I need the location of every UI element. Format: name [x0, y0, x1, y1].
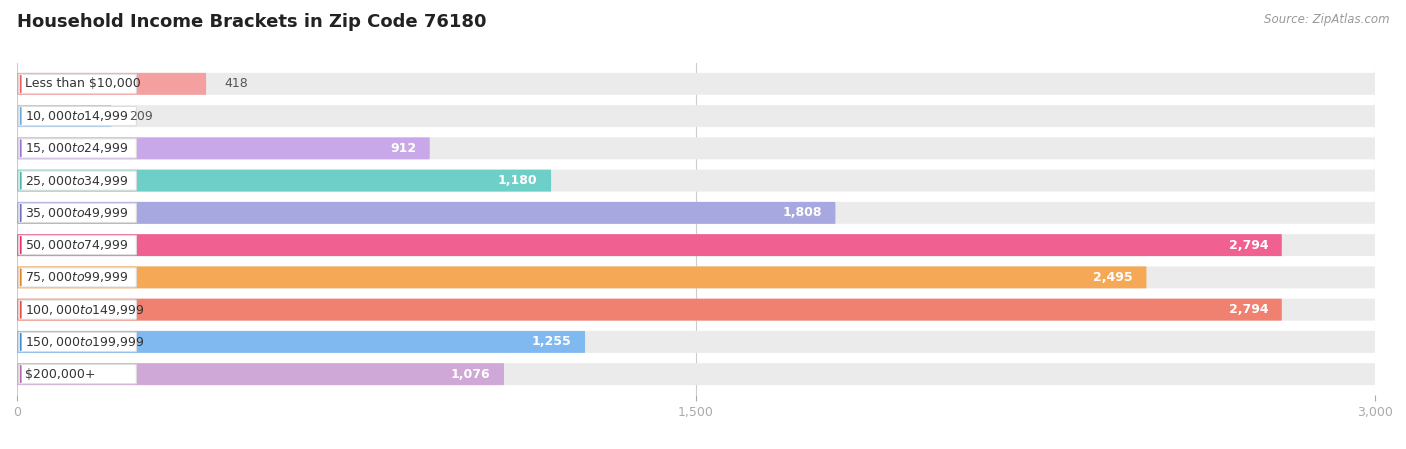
- Text: 2,794: 2,794: [1229, 303, 1268, 316]
- FancyBboxPatch shape: [17, 363, 503, 385]
- FancyBboxPatch shape: [17, 105, 111, 127]
- FancyBboxPatch shape: [17, 331, 1375, 353]
- FancyBboxPatch shape: [17, 299, 1282, 321]
- Text: 209: 209: [129, 110, 153, 123]
- FancyBboxPatch shape: [17, 234, 1375, 256]
- Text: Household Income Brackets in Zip Code 76180: Household Income Brackets in Zip Code 76…: [17, 13, 486, 31]
- Text: $50,000 to $74,999: $50,000 to $74,999: [25, 238, 129, 252]
- Text: $100,000 to $149,999: $100,000 to $149,999: [25, 303, 145, 317]
- FancyBboxPatch shape: [17, 105, 1375, 127]
- FancyBboxPatch shape: [18, 268, 136, 287]
- FancyBboxPatch shape: [18, 139, 136, 158]
- Text: 2,794: 2,794: [1229, 238, 1268, 251]
- FancyBboxPatch shape: [18, 74, 136, 93]
- FancyBboxPatch shape: [17, 202, 835, 224]
- Text: 2,495: 2,495: [1094, 271, 1133, 284]
- FancyBboxPatch shape: [17, 137, 1375, 159]
- FancyBboxPatch shape: [18, 235, 136, 255]
- FancyBboxPatch shape: [18, 332, 136, 352]
- FancyBboxPatch shape: [17, 202, 1375, 224]
- FancyBboxPatch shape: [18, 365, 136, 384]
- Text: 1,180: 1,180: [498, 174, 537, 187]
- Text: 1,255: 1,255: [531, 335, 571, 348]
- FancyBboxPatch shape: [17, 234, 1282, 256]
- Text: $15,000 to $24,999: $15,000 to $24,999: [25, 141, 129, 155]
- FancyBboxPatch shape: [17, 299, 1375, 321]
- Text: $75,000 to $99,999: $75,000 to $99,999: [25, 270, 129, 284]
- Text: $10,000 to $14,999: $10,000 to $14,999: [25, 109, 129, 123]
- Text: $25,000 to $34,999: $25,000 to $34,999: [25, 174, 129, 188]
- FancyBboxPatch shape: [17, 170, 1375, 192]
- Text: $150,000 to $199,999: $150,000 to $199,999: [25, 335, 145, 349]
- FancyBboxPatch shape: [17, 266, 1375, 288]
- FancyBboxPatch shape: [17, 137, 430, 159]
- Text: 418: 418: [224, 77, 247, 90]
- Text: 912: 912: [389, 142, 416, 155]
- Text: $200,000+: $200,000+: [25, 368, 96, 381]
- FancyBboxPatch shape: [17, 73, 207, 95]
- FancyBboxPatch shape: [17, 266, 1146, 288]
- FancyBboxPatch shape: [18, 171, 136, 190]
- Text: Source: ZipAtlas.com: Source: ZipAtlas.com: [1264, 13, 1389, 26]
- Text: $35,000 to $49,999: $35,000 to $49,999: [25, 206, 129, 220]
- Text: 1,076: 1,076: [451, 368, 491, 381]
- FancyBboxPatch shape: [17, 170, 551, 192]
- FancyBboxPatch shape: [17, 363, 1375, 385]
- FancyBboxPatch shape: [17, 331, 585, 353]
- FancyBboxPatch shape: [18, 300, 136, 319]
- FancyBboxPatch shape: [18, 106, 136, 126]
- Text: Less than $10,000: Less than $10,000: [25, 77, 141, 90]
- FancyBboxPatch shape: [18, 203, 136, 223]
- Text: 1,808: 1,808: [782, 207, 823, 220]
- FancyBboxPatch shape: [17, 73, 1375, 95]
